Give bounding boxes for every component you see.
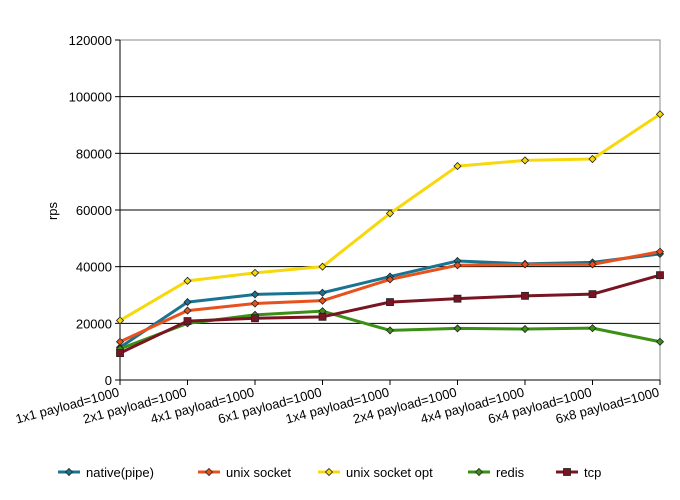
data-point [520, 324, 530, 334]
data-point [655, 337, 665, 346]
data-point [318, 288, 327, 297]
data-point [250, 268, 260, 277]
legend-label: redis [496, 465, 525, 480]
data-point [318, 312, 327, 321]
legend-marker [64, 467, 74, 477]
legend-label: native(pipe) [86, 465, 154, 480]
legend-marker [563, 468, 571, 476]
y-tick-label: 80000 [76, 146, 112, 161]
data-point [520, 260, 530, 269]
data-point [588, 324, 597, 333]
data-point [656, 271, 664, 280]
data-point [385, 209, 395, 218]
axes [115, 39, 661, 385]
legend-marker [324, 467, 334, 477]
data-point [453, 294, 462, 303]
data-point [588, 290, 597, 299]
legend-item: unix socket opt [318, 465, 433, 480]
data-point [183, 298, 192, 307]
y-tick-label: 40000 [76, 260, 112, 275]
data-point [250, 299, 260, 308]
data-point [655, 110, 665, 119]
data-point [655, 247, 665, 256]
legend-label: unix socket [226, 465, 291, 480]
series-redis [115, 307, 665, 353]
data-point [588, 260, 597, 269]
legend-item: native(pipe) [58, 465, 154, 480]
data-point [116, 349, 124, 357]
y-tick-label: 60000 [76, 203, 112, 218]
data-point [115, 316, 125, 325]
y-tick-label: 20000 [76, 316, 112, 331]
y-tick-label: 120000 [69, 33, 112, 48]
data-point [453, 162, 462, 171]
legend-label: tcp [584, 465, 601, 480]
y-axis-title: rps [45, 201, 60, 220]
y-tick-label: 100000 [69, 90, 112, 105]
series-line [119, 273, 661, 355]
y-tick-labels: 0 20000 40000 60000 80000 100000 120000 [69, 33, 112, 388]
legend-item: tcp [556, 465, 601, 480]
data-point [250, 290, 260, 299]
data-point [318, 296, 327, 305]
legend: native(pipe) unix socket unix socket opt re… [58, 465, 601, 480]
legend-item: unix socket [198, 465, 291, 480]
data-point [520, 156, 530, 165]
data-point [251, 314, 259, 323]
data-point [588, 154, 597, 164]
series-unix-socket [115, 247, 665, 346]
data-point [386, 298, 394, 306]
series-unix-socket-opt [115, 110, 665, 325]
data-point [183, 306, 192, 315]
data-point [318, 262, 327, 271]
legend-marker [204, 467, 214, 477]
y-tick-label: 0 [105, 373, 112, 388]
data-point [183, 276, 192, 285]
data-point [453, 324, 462, 333]
data-point [453, 261, 462, 270]
series-tcp [116, 271, 664, 357]
legend-item: redis [468, 465, 525, 480]
legend-marker [474, 467, 484, 477]
data-point [385, 275, 395, 284]
legend-label: unix socket opt [346, 465, 433, 480]
data-point [521, 291, 529, 300]
series-lines [115, 110, 665, 357]
data-point [183, 317, 192, 325]
data-point [385, 326, 395, 335]
